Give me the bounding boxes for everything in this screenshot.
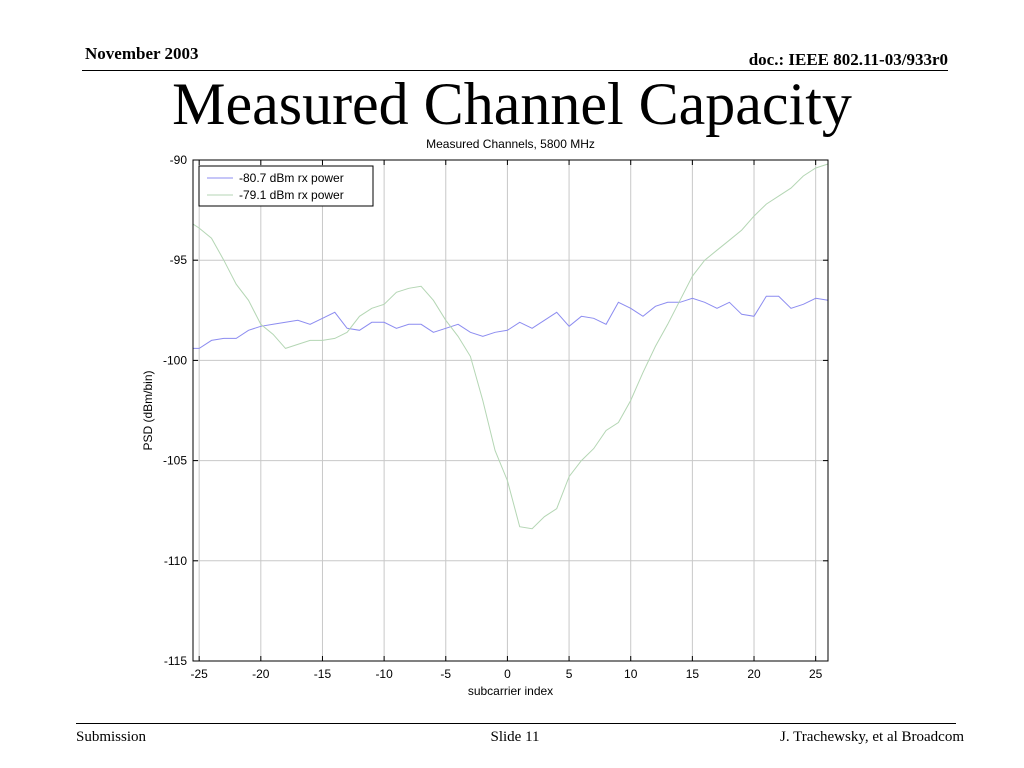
y-axis-label: PSD (dBm/bin) [141,370,155,450]
series-line-2 [192,163,829,530]
axis-ticks: -25 -20 -15 -10 -5 0 5 10 15 20 25 -90 -95 -100 -105 -1… [163,153,828,681]
x-tick-label: -20 [252,667,270,681]
y-tick-label: -95 [170,253,188,267]
legend-box [198,165,374,207]
header-doc-id: doc.: IEEE 802.11-03/933r0 [748,50,948,69]
x-tick-label: -25 [190,667,208,681]
y-tick-label: -115 [164,654,187,668]
legend-label-2: -79.1 dBm rx power [239,188,344,202]
header-rule [82,70,948,71]
legend: -80.7 dBm rx power -79.1 dBm rx power [198,165,374,207]
x-tick-label: 15 [686,667,700,681]
footer-authors: J. Trachewsky, et al Broadcom [780,729,964,745]
x-tick-label: 5 [566,667,573,681]
x-tick-label: -10 [375,667,393,681]
plot-area [193,160,828,661]
series-line-1 [193,295,829,349]
plot-frame [192,159,829,662]
x-tick-label: 20 [747,667,761,681]
x-tick-label: -5 [440,667,451,681]
chart-title: Measured Channels, 5800 MHz [426,137,595,151]
series-lines [192,163,829,530]
x-tick-label: 0 [504,667,511,681]
slide-title: Measured Channel Capacity [172,71,852,137]
x-tick-label: 10 [624,667,638,681]
footer-submission: Submission [76,729,147,745]
y-tick-label: -105 [163,454,187,468]
y-tick-label: -110 [164,554,187,568]
x-tick-label: 25 [809,667,823,681]
y-tick-label: -90 [170,153,188,167]
footer-slide-number: Slide 11 [490,729,540,745]
header-date: November 2003 [85,44,199,63]
y-tick-label: -100 [163,353,187,367]
x-axis-label: subcarrier index [468,684,553,698]
footer-rule [76,723,956,724]
x-tick-label: -15 [314,667,332,681]
legend-label-1: -80.7 dBm rx power [239,171,344,185]
